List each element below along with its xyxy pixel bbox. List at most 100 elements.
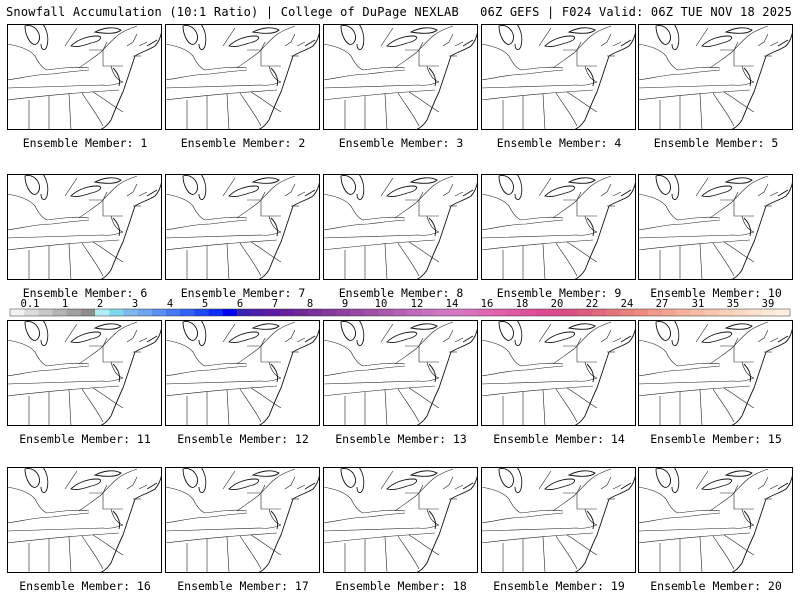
legend-color-swatch	[222, 309, 238, 316]
legend-color-swatch	[307, 309, 323, 316]
ensemble-map-panel	[165, 320, 320, 426]
legend-color-swatch	[548, 309, 564, 316]
map-snowfall-field	[638, 320, 793, 426]
ensemble-map-panel	[481, 467, 636, 573]
ensemble-map-panel	[323, 467, 478, 573]
legend-color-swatch	[378, 309, 394, 316]
ensemble-member-label: Ensemble Member: 16	[19, 579, 151, 593]
legend-color-swatch	[704, 309, 720, 316]
legend-color-swatch	[591, 309, 606, 316]
legend-color-swatch	[449, 309, 465, 316]
map-snowfall-field	[638, 467, 793, 573]
legend-tick-label: 10	[374, 298, 388, 310]
legend-color-swatch	[251, 309, 266, 316]
legend-tick-label: 35	[726, 298, 740, 310]
ensemble-map-panel	[165, 24, 320, 130]
ensemble-map-panel	[165, 174, 320, 280]
legend-tick-label: 14	[445, 298, 459, 310]
legend-tick-label: 27	[655, 298, 669, 310]
legend-color-swatch	[775, 309, 791, 316]
legend-tick-label: 4	[166, 298, 174, 310]
ensemble-map-panel	[481, 24, 636, 130]
map-snowfall-field	[7, 320, 162, 426]
legend-color-swatch	[166, 309, 181, 316]
legend-color-swatch	[676, 309, 692, 316]
legend-color-swatch	[95, 309, 110, 316]
map-snowfall-field	[481, 467, 636, 573]
legend-color-swatch	[293, 309, 309, 316]
legend-tick-label: 24	[620, 298, 634, 310]
ensemble-map-panel	[638, 174, 793, 280]
ensemble-map-panel	[165, 467, 320, 573]
legend-color-swatch	[719, 309, 734, 316]
legend-color-swatch	[322, 309, 337, 316]
legend-color-swatch	[492, 309, 507, 316]
map-snowfall-field	[165, 24, 320, 130]
snowfall-color-legend	[9, 308, 791, 317]
legend-border	[9, 308, 791, 317]
map-snowfall-field	[7, 174, 162, 280]
ensemble-member-label: Ensemble Member: 20	[650, 579, 782, 593]
legend-color-swatch	[80, 309, 96, 316]
legend-color-swatch	[662, 309, 677, 316]
ensemble-member-label: Ensemble Member: 5	[653, 136, 779, 150]
legend-tick-label: 18	[515, 298, 529, 310]
ensemble-member-label: Ensemble Member: 8	[338, 286, 464, 300]
legend-tick-label: 16	[480, 298, 494, 310]
map-snowfall-field	[165, 320, 320, 426]
legend-tick-label: 7	[271, 298, 279, 310]
legend-color-swatch	[66, 309, 82, 316]
legend-color-swatch	[577, 309, 592, 316]
map-snowfall-field	[638, 174, 793, 280]
legend-color-swatch	[407, 309, 422, 316]
legend-tick-label: 22	[585, 298, 599, 310]
ensemble-map-panel	[481, 320, 636, 426]
map-snowfall-field	[638, 24, 793, 130]
ensemble-member-label: Ensemble Member: 13	[335, 432, 467, 446]
map-snowfall-field	[481, 24, 636, 130]
ensemble-member-label: Ensemble Member: 18	[335, 579, 467, 593]
legend-color-swatch	[634, 309, 649, 316]
ensemble-member-label: Ensemble Member: 1	[22, 136, 148, 150]
legend-color-swatch	[38, 309, 53, 316]
legend-color-swatch	[364, 309, 380, 316]
legend-color-swatch	[194, 309, 209, 316]
ensemble-member-label: Ensemble Member: 19	[493, 579, 625, 593]
legend-color-swatch	[236, 309, 252, 316]
legend-tick-label: 9	[341, 298, 349, 310]
map-snowfall-field	[7, 24, 162, 130]
model-run-info: 06Z GEFS | F024 Valid: 06Z TUE NOV 18 20…	[480, 5, 792, 19]
legend-tick-label: 3	[131, 298, 139, 310]
ensemble-map-panel	[638, 320, 793, 426]
ensemble-member-label: Ensemble Member: 7	[180, 286, 306, 300]
legend-color-swatch	[605, 309, 621, 316]
legend-color-swatch	[336, 309, 351, 316]
legend-color-swatch	[392, 309, 408, 316]
ensemble-member-label: Ensemble Member: 3	[338, 136, 464, 150]
ensemble-member-label: Ensemble Member: 10	[650, 286, 782, 300]
legend-tick-label: 0.1	[20, 298, 40, 310]
map-title: Snowfall Accumulation (10:1 Ratio) | Col…	[6, 5, 459, 19]
ensemble-member-label: Ensemble Member: 15	[650, 432, 782, 446]
legend-color-swatch	[761, 309, 777, 316]
ensemble-map-panel	[7, 320, 162, 426]
legend-color-swatch	[747, 309, 762, 316]
legend-color-swatch	[180, 309, 195, 316]
legend-color-swatch	[10, 309, 25, 316]
legend-tick-label: 2	[96, 298, 104, 310]
legend-color-swatch	[563, 309, 578, 316]
legend-color-swatch	[123, 309, 138, 316]
legend-color-swatch	[733, 309, 748, 316]
map-snowfall-field	[165, 174, 320, 280]
ensemble-member-label: Ensemble Member: 4	[496, 136, 622, 150]
legend-tick-label: 31	[691, 298, 705, 310]
legend-color-swatch	[279, 309, 294, 316]
legend-tick-label: 6	[236, 298, 244, 310]
legend-color-swatch	[506, 309, 521, 316]
legend-color-swatch	[350, 309, 365, 316]
ensemble-map-panel	[323, 174, 478, 280]
ensemble-member-label: Ensemble Member: 9	[496, 286, 622, 300]
legend-tick-label: 39	[761, 298, 775, 310]
legend-tick-label: 12	[410, 298, 424, 310]
legend-color-swatch	[463, 309, 479, 316]
